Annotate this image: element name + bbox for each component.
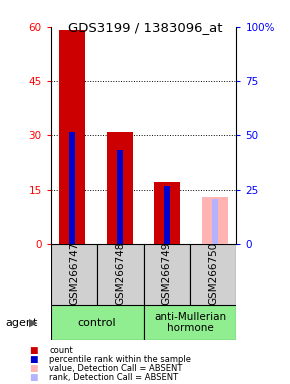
- Bar: [144, 305, 236, 340]
- Text: count: count: [49, 346, 73, 355]
- Text: GSM266750: GSM266750: [208, 242, 218, 305]
- Bar: [69, 132, 75, 244]
- Text: percentile rank within the sample: percentile rank within the sample: [49, 355, 191, 364]
- Bar: [164, 186, 170, 244]
- Bar: [59, 30, 85, 244]
- Text: GSM266749: GSM266749: [162, 242, 172, 305]
- Text: ■: ■: [29, 373, 37, 382]
- Text: GSM266747: GSM266747: [69, 242, 79, 305]
- Bar: [117, 150, 123, 244]
- Text: GDS3199 / 1383096_at: GDS3199 / 1383096_at: [68, 21, 222, 34]
- Text: anti-Mullerian
hormone: anti-Mullerian hormone: [154, 312, 226, 333]
- Text: ■: ■: [29, 355, 37, 364]
- Bar: [51, 305, 144, 340]
- Text: ▶: ▶: [29, 318, 38, 328]
- Bar: [190, 244, 236, 305]
- Bar: [97, 244, 144, 305]
- Text: ■: ■: [29, 346, 37, 355]
- Bar: [144, 244, 190, 305]
- Text: control: control: [78, 318, 117, 328]
- Bar: [51, 244, 97, 305]
- Text: agent: agent: [6, 318, 38, 328]
- Text: value, Detection Call = ABSENT: value, Detection Call = ABSENT: [49, 364, 183, 373]
- Bar: [107, 132, 133, 244]
- Bar: [202, 197, 228, 244]
- Bar: [154, 182, 180, 244]
- Bar: [212, 199, 218, 244]
- Text: rank, Detection Call = ABSENT: rank, Detection Call = ABSENT: [49, 373, 178, 382]
- Text: ■: ■: [29, 364, 37, 373]
- Text: GSM266748: GSM266748: [115, 242, 125, 305]
